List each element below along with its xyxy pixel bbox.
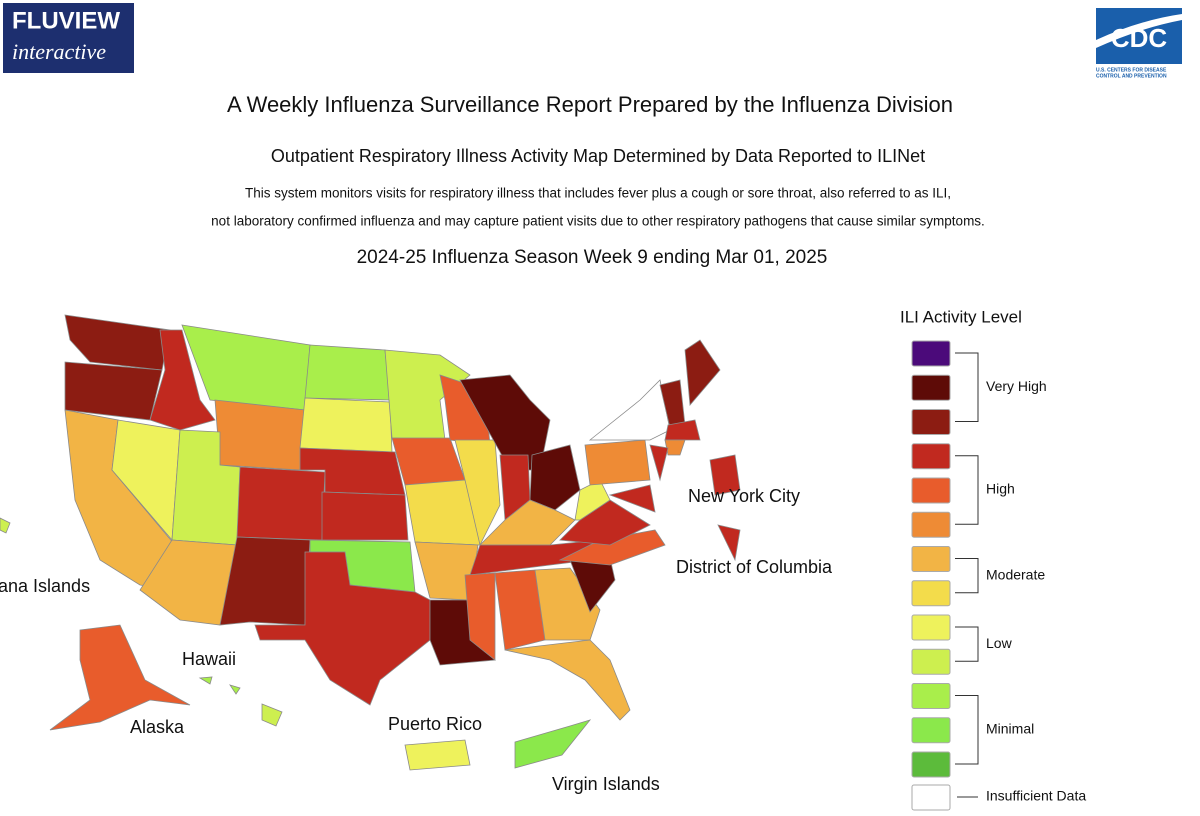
map (0, 314, 741, 771)
fluview-logo[interactable] (3, 3, 134, 73)
map-label: District of Columbia (676, 557, 833, 577)
region (198, 676, 213, 685)
legend-bracket (955, 352, 979, 422)
legend-label: Very High (986, 378, 1047, 394)
region (684, 339, 721, 406)
map-label: Alaska (130, 717, 185, 737)
logo-text: FLUVIEW (12, 7, 120, 34)
legend-swatch (911, 580, 951, 607)
region (304, 344, 391, 401)
description: not laboratory confirmed influenza and m… (211, 214, 985, 229)
region (391, 437, 466, 486)
cdc-subtext: CONTROL AND PREVENTION (1096, 73, 1167, 79)
legend-label: Insufficient Data (986, 788, 1086, 804)
legend-swatch (911, 717, 951, 744)
legend-swatch (911, 683, 951, 709)
region (219, 536, 311, 626)
region (709, 454, 741, 496)
region (321, 491, 409, 541)
legend-swatch (911, 477, 951, 504)
legend-swatch (911, 751, 951, 778)
subtitle: Outpatient Respiratory Illness Activity … (271, 146, 925, 166)
legend-title: ILI Activity Level (900, 307, 1022, 326)
cdc-text: CDC (1111, 23, 1168, 53)
legend-swatch (911, 340, 951, 367)
map-label: Hawaii (182, 649, 236, 669)
region (64, 361, 163, 421)
legend-bracket (955, 695, 979, 765)
legend-label: Minimal (986, 720, 1034, 736)
region (181, 324, 311, 411)
cdc-subtext: U.S. CENTERS FOR DISEASE (1096, 67, 1167, 73)
legend-swatch (911, 784, 951, 811)
logo-subtext: interactive (12, 39, 106, 64)
region (299, 397, 393, 453)
legend-bracket (955, 626, 979, 662)
legend-bracket (955, 455, 979, 525)
region (559, 499, 651, 546)
region (574, 479, 611, 521)
legend-label: Low (986, 635, 1013, 651)
region (0, 517, 11, 534)
region (504, 639, 631, 721)
legend-bracket (955, 558, 979, 594)
legend-label: Moderate (986, 566, 1045, 582)
legend-swatch (911, 648, 951, 675)
description: This system monitors visits for respirat… (245, 186, 951, 201)
region (717, 524, 741, 562)
map-label: ana Islands (0, 576, 90, 596)
map-label: Virgin Islands (552, 774, 660, 794)
legend-swatch (911, 409, 951, 435)
legend-swatch (911, 546, 951, 572)
region (214, 399, 306, 471)
region (454, 439, 501, 547)
region (139, 539, 238, 626)
legend-swatch (911, 443, 951, 470)
cdc-swoosh (1096, 14, 1182, 48)
region (64, 314, 171, 371)
region (529, 444, 581, 511)
region (254, 551, 431, 706)
region (49, 624, 191, 731)
map-label: New York City (688, 486, 800, 506)
region (261, 703, 283, 727)
region (229, 684, 241, 695)
region (608, 484, 656, 513)
region (664, 419, 701, 441)
region (664, 439, 686, 456)
region (464, 572, 496, 661)
region (236, 466, 326, 541)
region (588, 379, 671, 441)
region (534, 567, 601, 641)
legend-swatch (911, 374, 951, 401)
legend: Very High High Moderate Low Minimal Insuffici… (911, 340, 1086, 811)
legend-swatch (911, 614, 951, 641)
region (469, 539, 601, 576)
map-label: Puerto Rico (388, 714, 482, 734)
region (514, 719, 592, 769)
season: 2024-25 Influenza Season Week 9 ending M… (357, 247, 828, 268)
region (584, 439, 651, 486)
legend-label: High (986, 481, 1015, 497)
legend-swatch (911, 511, 951, 538)
region (149, 329, 216, 431)
region (404, 739, 471, 771)
region (649, 444, 669, 482)
title: A Weekly Influenza Surveillance Report P… (227, 92, 953, 117)
